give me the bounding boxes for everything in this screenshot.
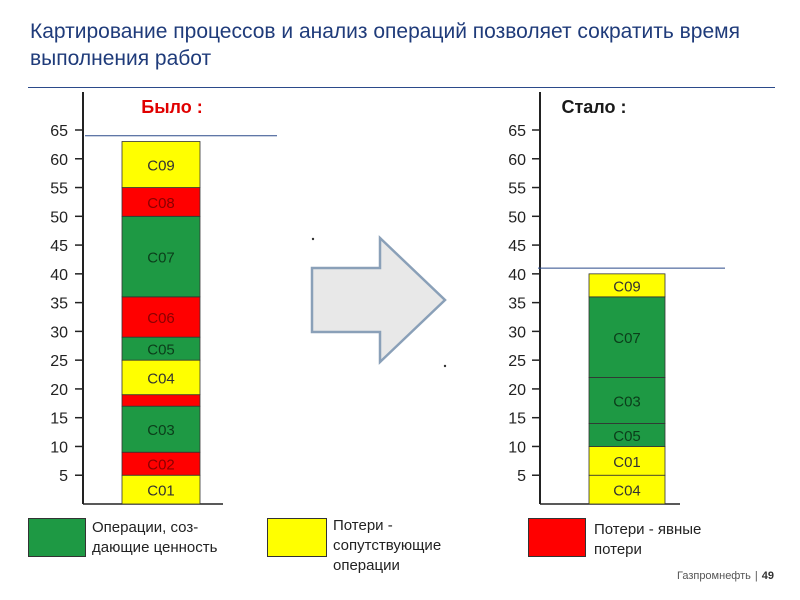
title-divider — [28, 87, 775, 88]
before-segment — [121, 394, 201, 407]
after-y-tick-label: 60 — [508, 152, 526, 169]
after-segment-c01 — [588, 446, 666, 476]
before-segment-label: C09 — [147, 158, 175, 175]
after-y-tick-label: 45 — [508, 238, 526, 255]
after-segment-label: C09 — [613, 278, 641, 295]
after-segment-c03 — [588, 377, 666, 424]
before-y-tick-label: 15 — [50, 411, 68, 428]
legend-text-accompanying-losses: Потери - сопутствующие операции — [333, 517, 442, 574]
before-segment-label: C05 — [147, 342, 175, 359]
before-segment-label: C01 — [147, 483, 175, 500]
legend-swatch-accompanying-losses — [267, 518, 327, 557]
before-segment-label: C08 — [147, 195, 175, 212]
legend-text-value-adding: Операции, соз-дающие ценность — [92, 519, 218, 556]
stray-dot — [443, 364, 447, 368]
legend-swatch-value-adding — [28, 518, 86, 557]
before-y-tick-label: 35 — [50, 296, 68, 313]
before-segment-c03 — [121, 405, 201, 453]
before-y-tick-label: 30 — [50, 324, 68, 341]
after-y-tick-label: 50 — [508, 209, 526, 226]
after-y-tick-label: 25 — [508, 353, 526, 370]
after-segment-label: C05 — [613, 428, 641, 445]
before-segment-c01 — [121, 474, 201, 505]
before-segment-label: C06 — [147, 310, 175, 327]
before-segment-c04 — [121, 359, 201, 396]
page-number: 49 — [761, 570, 774, 582]
after-segment-c04 — [588, 474, 666, 505]
before-segment-label: C02 — [147, 457, 175, 474]
before-chart-title: Было : — [141, 97, 203, 117]
after-y-tick-label: 10 — [508, 439, 526, 456]
before-y-tick-label: 65 — [50, 123, 68, 140]
before-y-tick-label: 55 — [50, 181, 68, 198]
after-y-tick-label: 40 — [508, 267, 526, 284]
before-segment-c09 — [121, 141, 201, 188]
after-y-tick-label: 55 — [508, 181, 526, 198]
before-y-tick-label: 20 — [50, 382, 68, 399]
stray-dot — [311, 237, 315, 241]
after-chart-title: Стало : — [561, 97, 626, 117]
legend-text-explicit-losses: Потери - явные потери — [594, 521, 702, 558]
before-segment-label: C04 — [147, 370, 175, 387]
after-segment-label: C04 — [613, 483, 641, 500]
after-y-tick-label: 15 — [508, 411, 526, 428]
legend-swatch-explicit-losses — [528, 518, 586, 557]
before-segment-c07 — [121, 215, 201, 298]
before-segment-c08 — [121, 187, 201, 217]
after-segment-c09 — [588, 273, 666, 298]
after-y-tick-label: 65 — [508, 123, 526, 140]
before-segment-c06 — [121, 296, 201, 338]
before-y-tick-label: 10 — [50, 439, 68, 456]
right-arrow-icon — [310, 235, 447, 365]
after-y-tick-label: 35 — [508, 296, 526, 313]
before-y-tick-label: 45 — [50, 238, 68, 255]
before-y-tick-label: 25 — [50, 353, 68, 370]
slide-title: Картирование процессов и анализ операций… — [30, 20, 740, 70]
after-segment-label: C07 — [613, 330, 641, 347]
after-y-tick-label: 20 — [508, 382, 526, 399]
before-y-tick-label: 50 — [50, 209, 68, 226]
before-y-tick-label: 40 — [50, 267, 68, 284]
before-y-tick-label: 60 — [50, 152, 68, 169]
footer-company: Газпромнефть — [676, 570, 751, 582]
before-segment-label: C03 — [147, 422, 175, 439]
before-y-tick-label: 5 — [59, 468, 68, 485]
before-segment-label: C07 — [147, 250, 175, 267]
after-y-tick-label: 5 — [517, 468, 526, 485]
footer: Газпромнефть | 49 — [676, 570, 774, 582]
after-segment-label: C03 — [613, 393, 641, 410]
after-segment-c07 — [588, 296, 666, 378]
after-segment-label: C01 — [613, 454, 641, 471]
after-y-tick-label: 30 — [508, 324, 526, 341]
